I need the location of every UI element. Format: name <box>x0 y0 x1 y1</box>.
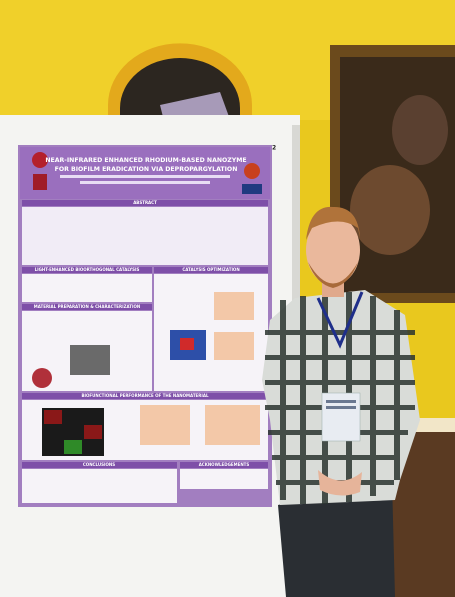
authors <box>60 175 230 178</box>
panel <box>180 469 268 489</box>
panel <box>22 274 152 302</box>
microscopy-cell <box>84 425 102 439</box>
trousers <box>278 480 395 597</box>
chart-image <box>205 405 260 445</box>
section-header <box>180 462 268 468</box>
poster-title: FOR BIOFILM ERADICATION VIA DEPROPARGYLA… <box>55 166 238 173</box>
section-header <box>22 304 152 310</box>
beard <box>308 262 358 288</box>
section-header <box>22 462 177 468</box>
section-header <box>22 393 268 399</box>
section-header <box>154 267 268 273</box>
badge-text <box>326 400 356 403</box>
logo <box>242 184 262 194</box>
chart-image <box>214 292 254 320</box>
chart-image <box>214 332 254 360</box>
section-header <box>22 200 268 206</box>
panel <box>22 469 177 503</box>
section-title: CATALYSIS OPTIMIZATION <box>182 267 239 272</box>
abstract-text <box>22 207 268 265</box>
poster-title: NEAR-INFRARED ENHANCED RHODIUM-BASED NAN… <box>45 157 246 164</box>
section-title: BIOFUNCTIONAL PERFORMANCE OF THE NANOMAT… <box>81 393 208 398</box>
poster-header <box>20 147 270 199</box>
structure-image <box>32 368 52 388</box>
chart-image <box>140 405 190 445</box>
lanyard <box>316 291 364 349</box>
section-title: LIGHT-ENHANCED BIOORTHOGONAL CATALYSIS <box>35 267 140 272</box>
section-title: ACKNOWLEDGEMENTS <box>199 462 250 467</box>
section-title: CONCLUSIONS <box>83 462 115 467</box>
heatmap-image <box>180 338 194 350</box>
painting-figure <box>392 95 448 165</box>
section-title: ABSTRACT <box>133 200 157 205</box>
logo <box>32 152 48 168</box>
microscopy-cell <box>44 410 62 424</box>
painting-figure <box>350 165 430 255</box>
logo <box>33 174 47 190</box>
affiliations <box>80 181 210 184</box>
microscopy-cell <box>64 440 82 454</box>
hair <box>306 206 360 240</box>
logo <box>244 163 260 179</box>
hands <box>318 470 362 496</box>
section-header <box>22 267 152 273</box>
section-title: MATERIAL PREPARATION & CHARACTERIZATION <box>34 304 141 309</box>
face <box>306 215 360 285</box>
badge-text <box>326 406 356 409</box>
micrograph <box>70 345 110 375</box>
